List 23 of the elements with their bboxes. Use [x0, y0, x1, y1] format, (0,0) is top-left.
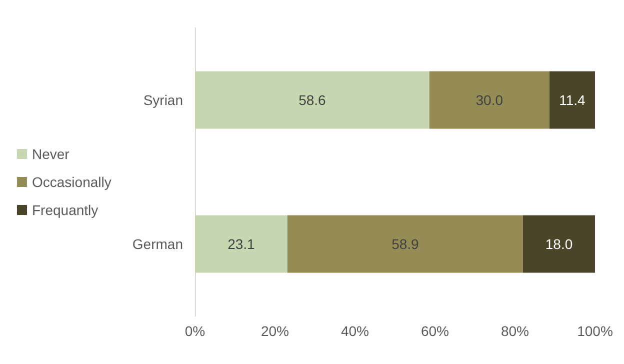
x-tick-label: 80%	[500, 323, 530, 339]
y-tick-label: German	[132, 236, 183, 252]
bar	[429, 71, 550, 129]
legend-label: Frequantly	[32, 202, 98, 218]
legend-label: Occasionally	[32, 174, 112, 190]
data-label: 11.4	[559, 92, 586, 108]
data-label: 58.6	[298, 92, 326, 108]
bar	[287, 215, 523, 273]
x-tick-label: 100%	[577, 323, 613, 339]
x-tick-label: 40%	[340, 323, 370, 339]
bar	[549, 71, 595, 129]
y-tick-label: Syrian	[143, 92, 183, 108]
data-label: 18.0	[545, 236, 573, 252]
data-label: 30.0	[476, 92, 504, 108]
bar	[195, 71, 430, 129]
x-tick-label: 20%	[260, 323, 290, 339]
bar	[195, 215, 288, 273]
data-label: 58.9	[392, 236, 420, 252]
bar	[523, 215, 595, 273]
legend-label: Never	[32, 146, 70, 162]
x-tick-label: 0%	[184, 323, 206, 339]
x-tick-label: 60%	[420, 323, 450, 339]
data-label: 23.1	[228, 236, 256, 252]
